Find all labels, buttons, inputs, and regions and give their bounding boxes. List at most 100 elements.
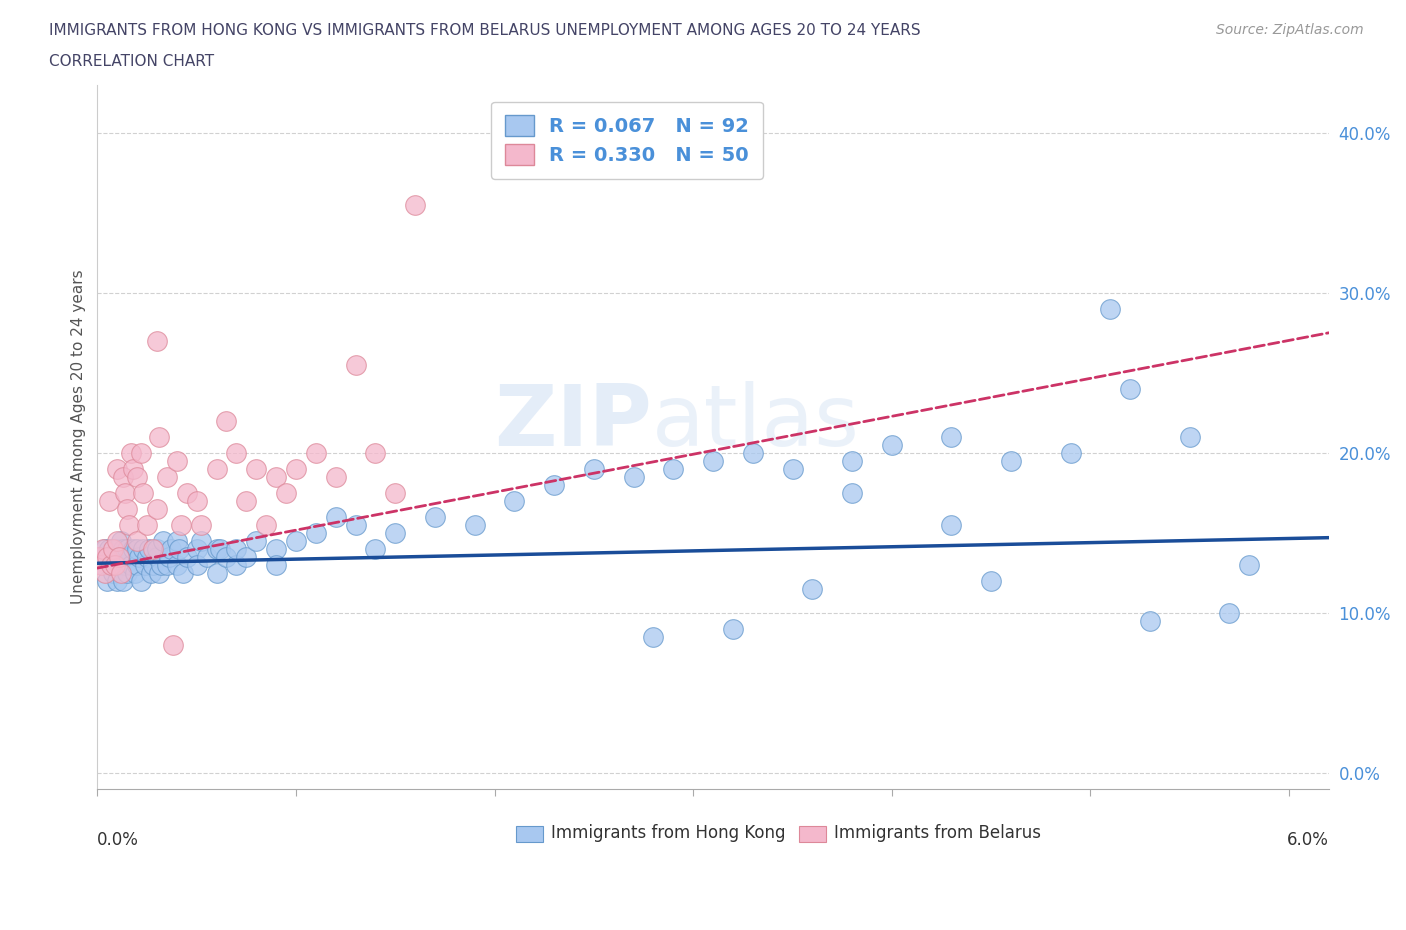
Point	[190, 517, 212, 532]
Point	[115, 565, 138, 580]
Point	[423, 510, 446, 525]
Point	[112, 574, 135, 589]
Point	[404, 197, 426, 212]
Point	[166, 454, 188, 469]
Point	[129, 574, 152, 589]
Point	[741, 445, 763, 460]
Text: IMMIGRANTS FROM HONG KONG VS IMMIGRANTS FROM BELARUS UNEMPLOYMENT AMONG AGES 20 : IMMIGRANTS FROM HONG KONG VS IMMIGRANTS …	[49, 23, 921, 38]
Point	[105, 461, 128, 476]
Point	[118, 517, 141, 532]
Legend: R = 0.067   N = 92, R = 0.330   N = 50: R = 0.067 N = 92, R = 0.330 N = 50	[491, 101, 763, 179]
Point	[503, 494, 526, 509]
Point	[118, 550, 141, 565]
Point	[90, 557, 112, 572]
Point	[110, 534, 132, 549]
Point	[115, 501, 138, 516]
Point	[841, 454, 863, 469]
Point	[100, 557, 122, 572]
Point	[1000, 454, 1022, 469]
Point	[166, 557, 188, 572]
Point	[105, 574, 128, 589]
Point	[96, 574, 118, 589]
Point	[91, 557, 114, 572]
Point	[142, 541, 165, 556]
Point	[139, 565, 162, 580]
Point	[125, 557, 148, 572]
Point	[543, 477, 565, 492]
Point	[285, 461, 308, 476]
Point	[364, 445, 387, 460]
Point	[146, 550, 169, 565]
Point	[125, 541, 148, 556]
Point	[245, 534, 267, 549]
Point	[941, 430, 963, 445]
Point	[156, 557, 179, 572]
Point	[91, 541, 114, 556]
Point	[172, 565, 194, 580]
Point	[98, 494, 121, 509]
Point	[125, 470, 148, 485]
Point	[801, 581, 824, 596]
Point	[148, 565, 170, 580]
Text: Immigrants from Hong Kong: Immigrants from Hong Kong	[551, 824, 785, 843]
Point	[325, 470, 347, 485]
Point	[100, 550, 122, 565]
Point	[235, 550, 257, 565]
Point	[225, 557, 247, 572]
Point	[103, 565, 125, 580]
Point	[643, 630, 665, 644]
Point	[1099, 301, 1122, 316]
Point	[702, 454, 724, 469]
Point	[108, 550, 131, 565]
Point	[190, 534, 212, 549]
Point	[114, 485, 136, 500]
Point	[170, 517, 193, 532]
Text: CORRELATION CHART: CORRELATION CHART	[49, 54, 214, 69]
Point	[215, 414, 238, 429]
Point	[146, 541, 169, 556]
Point	[162, 637, 184, 652]
Point	[120, 445, 142, 460]
Point	[132, 485, 155, 500]
Point	[721, 621, 744, 636]
Point	[136, 550, 159, 565]
Point	[205, 541, 228, 556]
Point	[344, 357, 367, 372]
Text: atlas: atlas	[651, 381, 859, 464]
Point	[662, 461, 685, 476]
Point	[384, 485, 406, 500]
Point	[186, 494, 208, 509]
Point	[152, 534, 174, 549]
Point	[1218, 605, 1240, 620]
Point	[90, 550, 112, 565]
Point	[104, 557, 127, 572]
Point	[195, 550, 218, 565]
Point	[176, 485, 198, 500]
Point	[124, 565, 146, 580]
Point	[115, 541, 138, 556]
Point	[146, 501, 169, 516]
Point	[112, 541, 135, 556]
Point	[464, 517, 486, 532]
Point	[209, 541, 232, 556]
Point	[225, 541, 247, 556]
Point	[235, 494, 257, 509]
Point	[582, 461, 605, 476]
Point	[105, 541, 128, 556]
Point	[98, 541, 121, 556]
Point	[148, 430, 170, 445]
Text: Immigrants from Belarus: Immigrants from Belarus	[834, 824, 1040, 843]
Point	[215, 550, 238, 565]
Point	[122, 541, 145, 556]
Point	[264, 541, 287, 556]
Point	[110, 565, 132, 580]
Point	[146, 333, 169, 348]
Point	[129, 445, 152, 460]
Point	[94, 541, 117, 556]
Point	[138, 541, 160, 556]
Point	[1119, 381, 1142, 396]
Point	[103, 541, 125, 556]
Point	[980, 574, 1002, 589]
Point	[225, 445, 247, 460]
Y-axis label: Unemployment Among Ages 20 to 24 years: Unemployment Among Ages 20 to 24 years	[72, 270, 86, 604]
